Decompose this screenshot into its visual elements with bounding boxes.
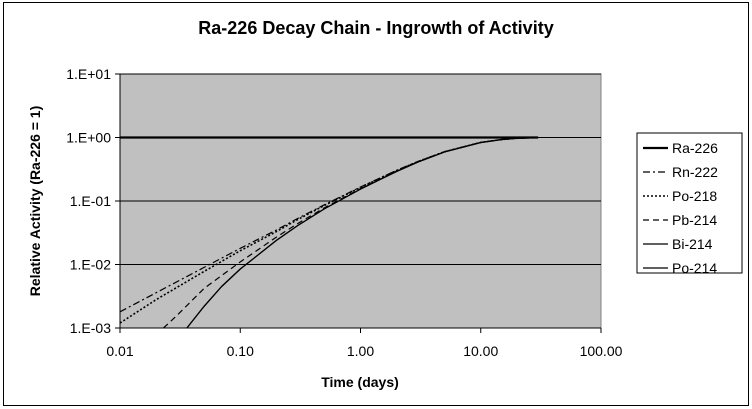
legend-label: Rn-222 — [672, 164, 718, 180]
legend-label: Pb-214 — [672, 212, 717, 228]
x-tick-label: 10.00 — [463, 343, 498, 359]
x-tick-label: 100.00 — [580, 343, 623, 359]
y-tick-label: 1.E-03 — [70, 320, 111, 336]
series-line-po-218 — [120, 136, 539, 324]
y-axis-title: Relative Activity (Ra-226 = 1) — [27, 106, 43, 297]
y-tick-label: 1.E+01 — [66, 66, 111, 82]
series-line-po-214 — [186, 137, 539, 328]
legend: Ra-226 Rn-222 Po-218 Pb-214 Bi-214 Po-214 — [636, 132, 743, 276]
series-layer — [120, 136, 539, 328]
x-tick-label: 1.00 — [347, 343, 374, 359]
x-axis-title: Time (days) — [321, 374, 399, 390]
y-tick-label: 1.E-02 — [70, 257, 111, 273]
chart-title: Ra-226 Decay Chain - Ingrowth of Activit… — [198, 18, 553, 38]
y-tick-label: 1.E-01 — [70, 193, 111, 209]
legend-box — [636, 132, 743, 274]
legend-label: Po-218 — [672, 188, 717, 204]
axes: 1.E-03 1.E-02 1.E-01 1.E+00 1.E+01 0.01 0.10 1.… — [66, 66, 622, 359]
y-tick-label: 1.E+00 — [66, 130, 111, 146]
x-tick-label: 0.01 — [106, 343, 133, 359]
legend-label: Ra-226 — [672, 140, 718, 156]
legend-label: Po-214 — [672, 260, 717, 276]
chart-svg: Ra-226 Decay Chain - Ingrowth of Activit… — [27, 18, 743, 390]
legend-label: Bi-214 — [672, 236, 713, 252]
x-tick-label: 0.10 — [227, 343, 254, 359]
chart-frame: Ra-226 Decay Chain - Ingrowth of Activit… — [3, 2, 749, 406]
